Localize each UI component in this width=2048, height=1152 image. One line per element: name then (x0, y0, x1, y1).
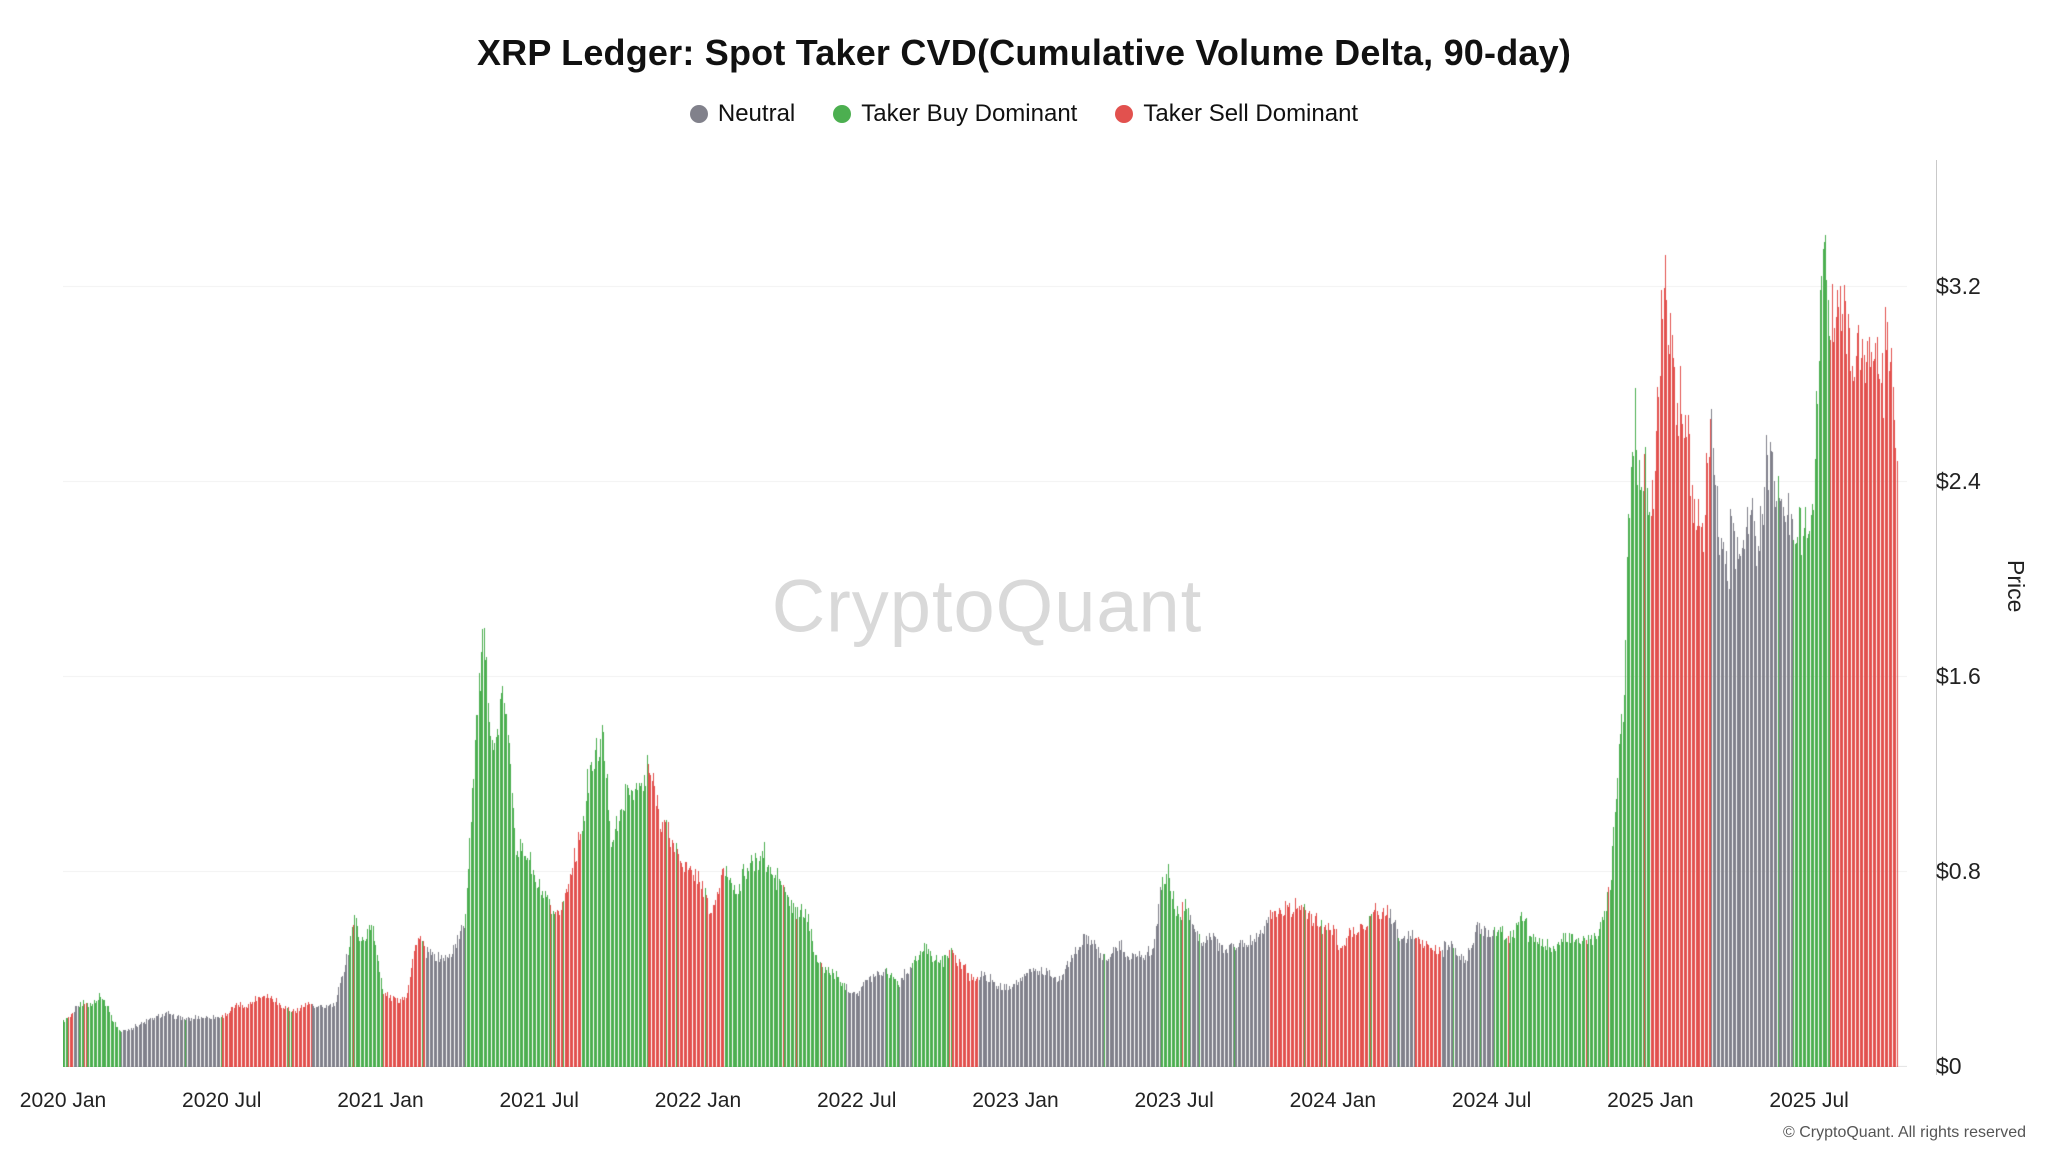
legend-label: Taker Buy Dominant (861, 100, 1078, 127)
x-tick-label: 2023 Jul (1134, 1089, 1214, 1112)
x-tick-label: 2021 Jan (337, 1089, 424, 1112)
legend-item[interactable]: Taker Buy Dominant (833, 100, 1077, 128)
legend-label: Neutral (717, 100, 796, 127)
x-tick-label: 2022 Jul (816, 1089, 897, 1112)
x-tick-label: 2021 Jul (499, 1089, 579, 1112)
x-tick-label: 2025 Jan (1607, 1089, 1694, 1112)
x-tick-label: 2025 Jul (1769, 1089, 1849, 1112)
legend-item[interactable]: Neutral (689, 100, 796, 128)
x-tick-label: 2022 Jan (654, 1089, 742, 1112)
legend: Neutral Taker Buy Dominant Taker Sell Domi… (0, 100, 2048, 128)
copyright-notice: © CryptoQuant. All rights reserved (1783, 1124, 2026, 1141)
y-tick-label: $3.2 (1936, 272, 1981, 299)
y-axis-line (1936, 160, 1937, 1075)
x-tick-label: 2023 Jan (972, 1089, 1059, 1112)
chart-title: XRP Ledger: Spot Taker CVD(Cumulative Vo… (476, 32, 1572, 73)
legend-dot-icon (833, 105, 852, 123)
y-tick-label: $1.6 (1936, 662, 1981, 689)
y-tick-label: $2.4 (1936, 467, 1981, 494)
legend-dot-icon (689, 105, 708, 123)
x-tick-label: 2020 Jan (19, 1089, 107, 1112)
y-tick-label: $0.8 (1936, 857, 1981, 884)
y-tick-label: $0 (1936, 1053, 1962, 1079)
legend-label: Taker Sell Dominant (1143, 100, 1359, 127)
x-tick-label: 2024 Jan (1289, 1089, 1377, 1112)
cvd-bar-canvas[interactable] (63, 160, 1907, 1067)
price-axis-label: Price (2003, 560, 2029, 613)
x-tick-label: 2020 Jul (182, 1089, 262, 1112)
legend-item[interactable]: Taker Sell Dominant (1115, 100, 1358, 128)
legend-dot-icon (1115, 105, 1134, 123)
x-tick-label: 2024 Jul (1451, 1089, 1532, 1112)
